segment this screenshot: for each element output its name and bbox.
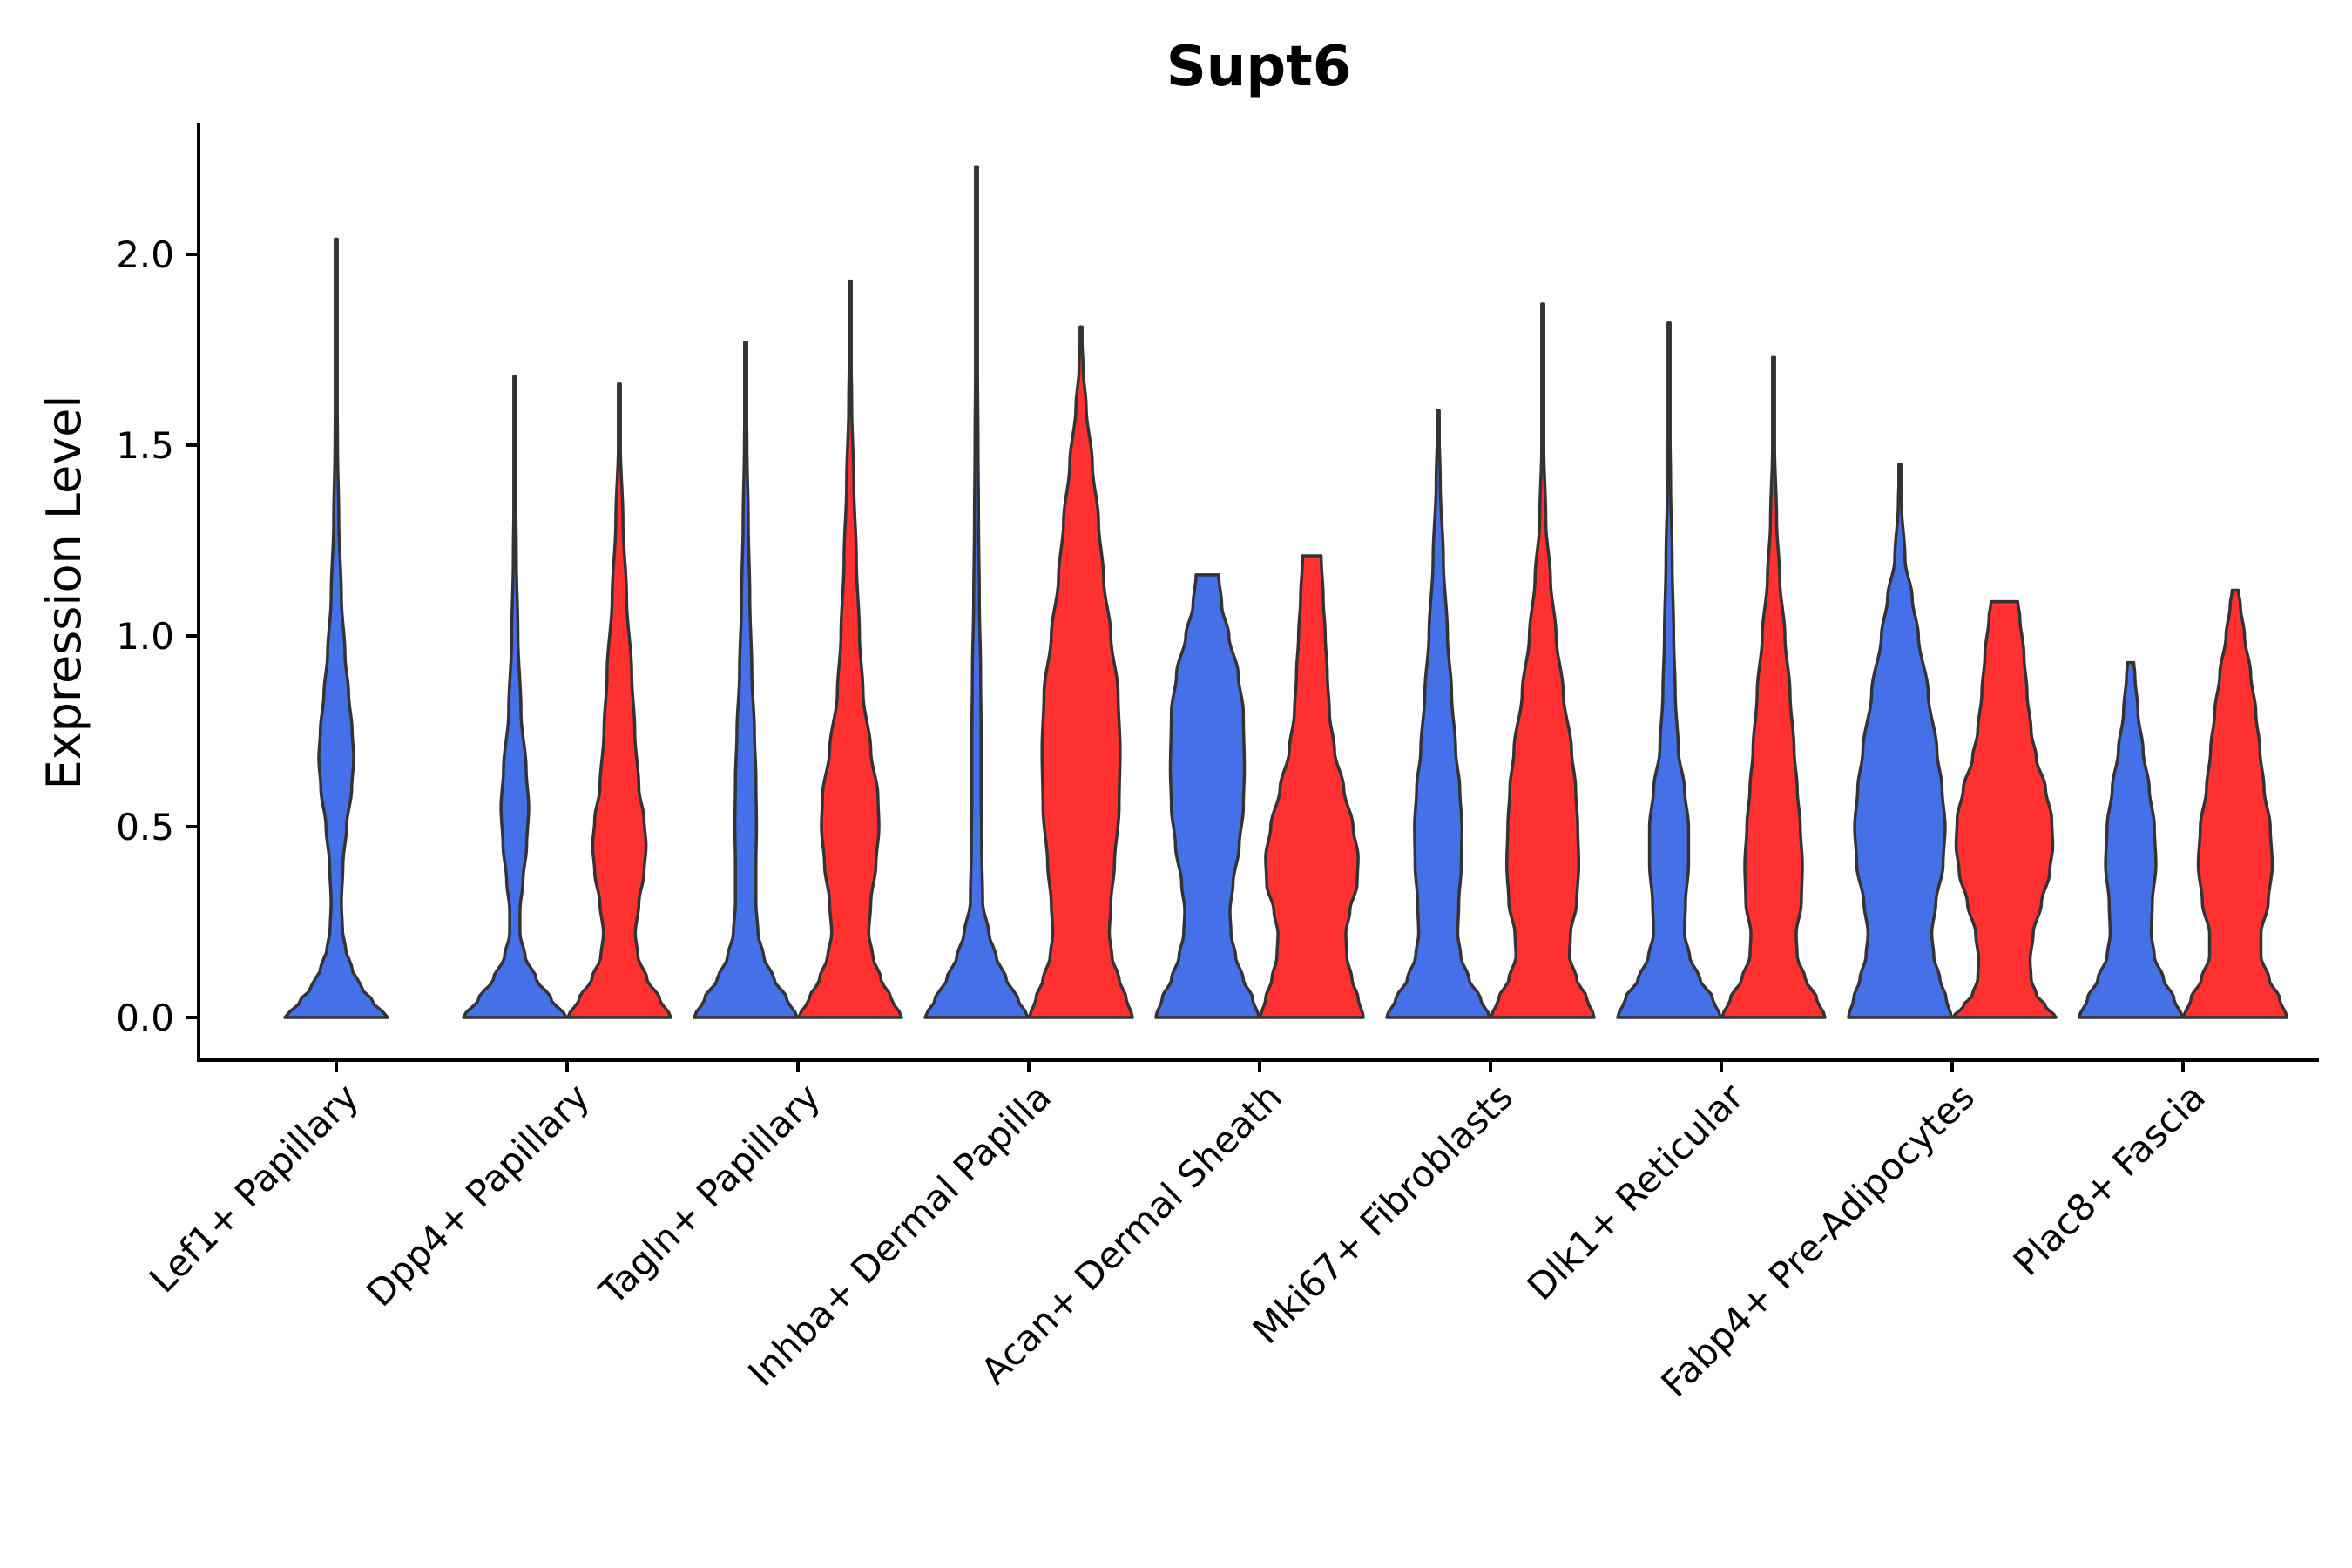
x-tick-label: Plac8+ Fascia: [2005, 1075, 2213, 1283]
violin-group2-dlk1-reticular: [1720, 355, 1827, 1019]
violin-group1-inhba-dermal-papilla: [923, 165, 1030, 1019]
y-tick-label: 1.5: [116, 424, 174, 467]
violin-group1-tagln-papillary: [693, 340, 799, 1019]
violin-group2-inhba-dermal-papilla: [1028, 325, 1134, 1019]
x-tick-label: Mki67+ Fibroblasts: [1245, 1075, 1521, 1351]
violin-group1-dpp4-papillary: [462, 375, 568, 1019]
x-tick-label: Tagln+ Papillary: [591, 1075, 828, 1313]
y-ticks: 0.0 0.5 1.0 1.5 2.0: [116, 233, 199, 1039]
violin-group2-dpp4-papillary: [566, 382, 672, 1019]
violin-group2-acan-dermal-sheath: [1259, 554, 1365, 1019]
violin-group1-acan-dermal-sheath: [1154, 573, 1260, 1019]
violins-layer: [283, 165, 2288, 1019]
x-tick-label: Lef1+ Papillary: [141, 1075, 367, 1301]
y-tick-label: 0.0: [116, 997, 174, 1039]
y-tick-label: 0.5: [116, 806, 174, 848]
violin-group2-plac8-fascia: [2182, 588, 2288, 1019]
violin-group2-tagln-papillary: [797, 279, 903, 1019]
violin-group1-dlk1-reticular: [1616, 321, 1722, 1019]
y-tick-label: 2.0: [116, 233, 174, 276]
violin-group1-mki67-fibroblasts: [1385, 409, 1491, 1019]
violin-group1-fabp4-pre-adipocytes: [1847, 463, 1953, 1019]
violin-group1-lef1-papillary: [283, 237, 389, 1019]
y-tick-label: 1.0: [116, 615, 174, 658]
chart-title: Supt6: [1166, 35, 1352, 99]
y-axis-label: Expression Level: [37, 395, 91, 790]
violin-group2-fabp4-pre-adipocytes: [1951, 599, 2058, 1019]
violin-group1-plac8-fascia: [2078, 660, 2184, 1019]
x-tick-label: Dpp4+ Papillary: [358, 1075, 598, 1315]
violin-group2-mki67-fibroblasts: [1490, 302, 1596, 1019]
x-tick-label: Dlk1+ Reticular: [1519, 1075, 1753, 1308]
